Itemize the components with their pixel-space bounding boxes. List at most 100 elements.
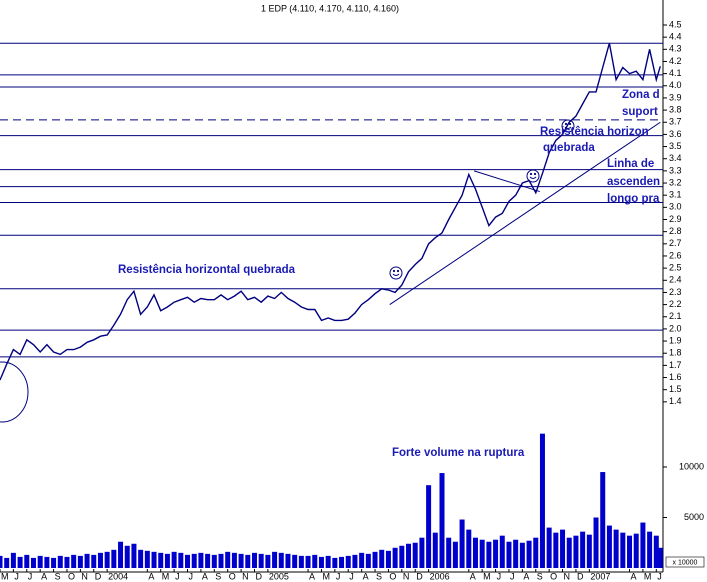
volume-bar <box>359 552 365 568</box>
volume-bar <box>526 540 532 568</box>
annotation: longo pra <box>607 193 660 205</box>
y-tick-label: 3.7 <box>669 117 682 127</box>
y-tick-label: 2.5 <box>669 263 682 273</box>
volume-bar <box>446 537 452 568</box>
y-tick-label: 4.4 <box>669 32 682 42</box>
volume-bar <box>493 539 499 568</box>
x-tick-label: O <box>229 571 236 581</box>
volume-bar <box>439 473 445 568</box>
volume-bar <box>104 551 110 568</box>
y-tick-label: 3.6 <box>669 129 682 139</box>
x-tick-label: D <box>577 571 584 581</box>
x-tick-label: 2004 <box>108 571 128 581</box>
x-tick-label: J <box>189 571 194 581</box>
x-tick-label: A <box>202 571 208 581</box>
volume-bar <box>185 554 191 568</box>
x-tick-label: J <box>510 571 515 581</box>
x-tick-label: N <box>81 571 88 581</box>
x-tick-label: J <box>28 571 33 581</box>
x-tick-label: 2006 <box>430 571 450 581</box>
y-tick-label: 3.4 <box>669 153 682 163</box>
volume-bar <box>305 555 311 568</box>
y-tick-label: 1.8 <box>669 348 682 358</box>
volume-bar <box>452 541 458 568</box>
volume-bar <box>653 535 659 568</box>
chart-title: 1 EDP (4.110, 4.170, 4.110, 4.160) <box>261 3 399 13</box>
x-tick-label: A <box>41 571 47 581</box>
y-tick-label: 3.0 <box>669 202 682 212</box>
volume-bar <box>71 554 77 568</box>
unit-box <box>665 556 705 568</box>
x-tick-label: M <box>162 571 170 581</box>
volume-bar <box>51 557 57 568</box>
x-tick-label: M <box>483 571 491 581</box>
volume-bar <box>312 554 318 568</box>
volume-bar <box>265 554 271 568</box>
volume-bar <box>406 543 412 568</box>
volume-bar <box>238 553 244 568</box>
x-tick-label: A <box>523 571 529 581</box>
x-tick-label: J <box>657 571 662 581</box>
volume-bar <box>24 554 30 568</box>
y-tick-label: 4.1 <box>669 68 682 78</box>
volume-bar <box>506 541 512 568</box>
annotation: ascenden <box>607 176 660 188</box>
y-tick-label: 3.8 <box>669 104 682 114</box>
volume-bar <box>231 552 237 568</box>
volume-bar <box>325 555 331 568</box>
volume-bar <box>0 555 3 568</box>
x-tick-label: J <box>497 571 502 581</box>
volume-bar <box>84 553 90 568</box>
volume-bar <box>466 529 472 568</box>
y2-unit-label: x 10000 <box>673 559 698 566</box>
annotation: Forte volume na ruptura <box>392 447 525 459</box>
volume-bar <box>586 534 592 568</box>
volume-bar <box>657 547 663 568</box>
annotation: Resistência horizontal quebrada <box>118 264 296 276</box>
volume-bar <box>566 537 572 568</box>
x-tick-label: J <box>349 571 354 581</box>
x-tick-label: S <box>55 571 61 581</box>
price-line <box>0 43 661 381</box>
volume-bar <box>633 533 639 568</box>
volume-bar <box>399 545 405 568</box>
volume-bar <box>600 472 606 568</box>
volume-bar <box>580 531 586 568</box>
smiley <box>389 266 403 280</box>
volume-bar <box>640 522 646 568</box>
y-tick-label: 2.7 <box>669 238 682 248</box>
y-tick-label: 1.4 <box>669 396 682 406</box>
x-tick-label: N <box>242 571 249 581</box>
volume-bar <box>57 555 63 568</box>
volume-bar <box>613 529 619 568</box>
x-tick-label: N <box>403 571 410 581</box>
volume-bar <box>225 551 231 568</box>
volume-bar <box>412 542 418 568</box>
x-tick-label: N <box>564 571 571 581</box>
volume-bar <box>17 556 23 568</box>
y-tick-label: 2.0 <box>669 323 682 333</box>
volume-bar <box>486 541 492 568</box>
y-tick-label: 3.5 <box>669 141 682 151</box>
volume-bar <box>91 554 97 568</box>
volume-bar <box>352 554 358 568</box>
volume-bar <box>620 532 626 568</box>
x-tick-label: J <box>336 571 341 581</box>
volume-bar <box>365 553 371 568</box>
volume-bar <box>30 557 36 568</box>
volume-bar <box>158 552 164 568</box>
y-tick-label: 3.2 <box>669 177 682 187</box>
x-tick-label: J <box>175 571 180 581</box>
volume-bar <box>4 557 10 568</box>
y-tick-label: 2.6 <box>669 250 682 260</box>
x-tick-label: D <box>95 571 102 581</box>
x-tick-label: 2007 <box>590 571 610 581</box>
annotation: Resistência horizon <box>540 126 649 138</box>
y-tick-label: 4.5 <box>669 19 682 29</box>
volume-bar <box>379 549 385 568</box>
x-tick-label: M <box>322 571 330 581</box>
y2-tick-label: 5000 <box>684 512 704 522</box>
volume-bar <box>251 552 257 568</box>
x-tick-label: A <box>148 571 154 581</box>
volume-bar <box>144 550 150 568</box>
